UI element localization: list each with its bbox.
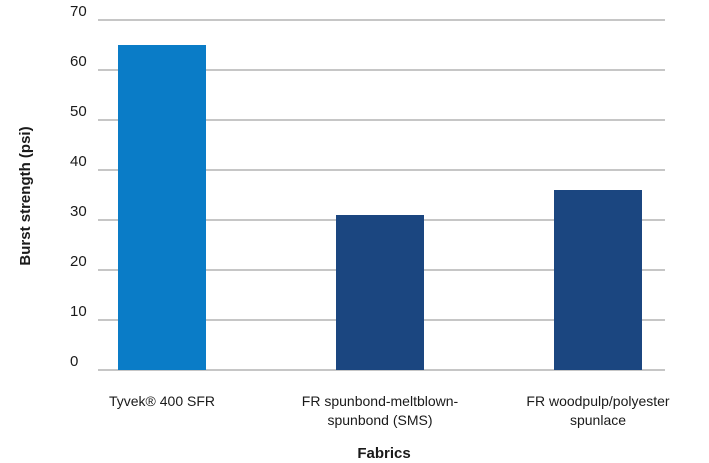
x-category-label: FR spunbond-meltblown-spunbond (SMS) — [302, 393, 459, 428]
y-axis-title: Burst strength (psi) — [17, 126, 34, 265]
y-axis-ticks: 0 10 20 30 40 50 60 70 — [70, 3, 87, 370]
y-tick-label: 70 — [70, 3, 87, 20]
bar — [336, 215, 424, 370]
y-tick-label: 30 — [70, 203, 87, 220]
y-tick-label: 60 — [70, 53, 87, 70]
y-tick-label: 20 — [70, 253, 87, 270]
y-tick-label: 0 — [70, 353, 78, 370]
x-category-label: FR woodpulp/polyester spunlace — [526, 393, 670, 428]
x-axis-title: Fabrics — [357, 445, 410, 462]
y-tick-label: 40 — [70, 153, 87, 170]
x-category-label: Tyvek® 400 SFR — [109, 393, 215, 409]
x-axis-categories: Tyvek® 400 SFR FR spunbond-meltblown-spun… — [109, 393, 670, 428]
y-tick-label: 50 — [70, 103, 87, 120]
bar — [118, 45, 206, 370]
y-tick-label: 10 — [70, 303, 87, 320]
bars — [118, 45, 642, 370]
bar — [554, 190, 642, 370]
